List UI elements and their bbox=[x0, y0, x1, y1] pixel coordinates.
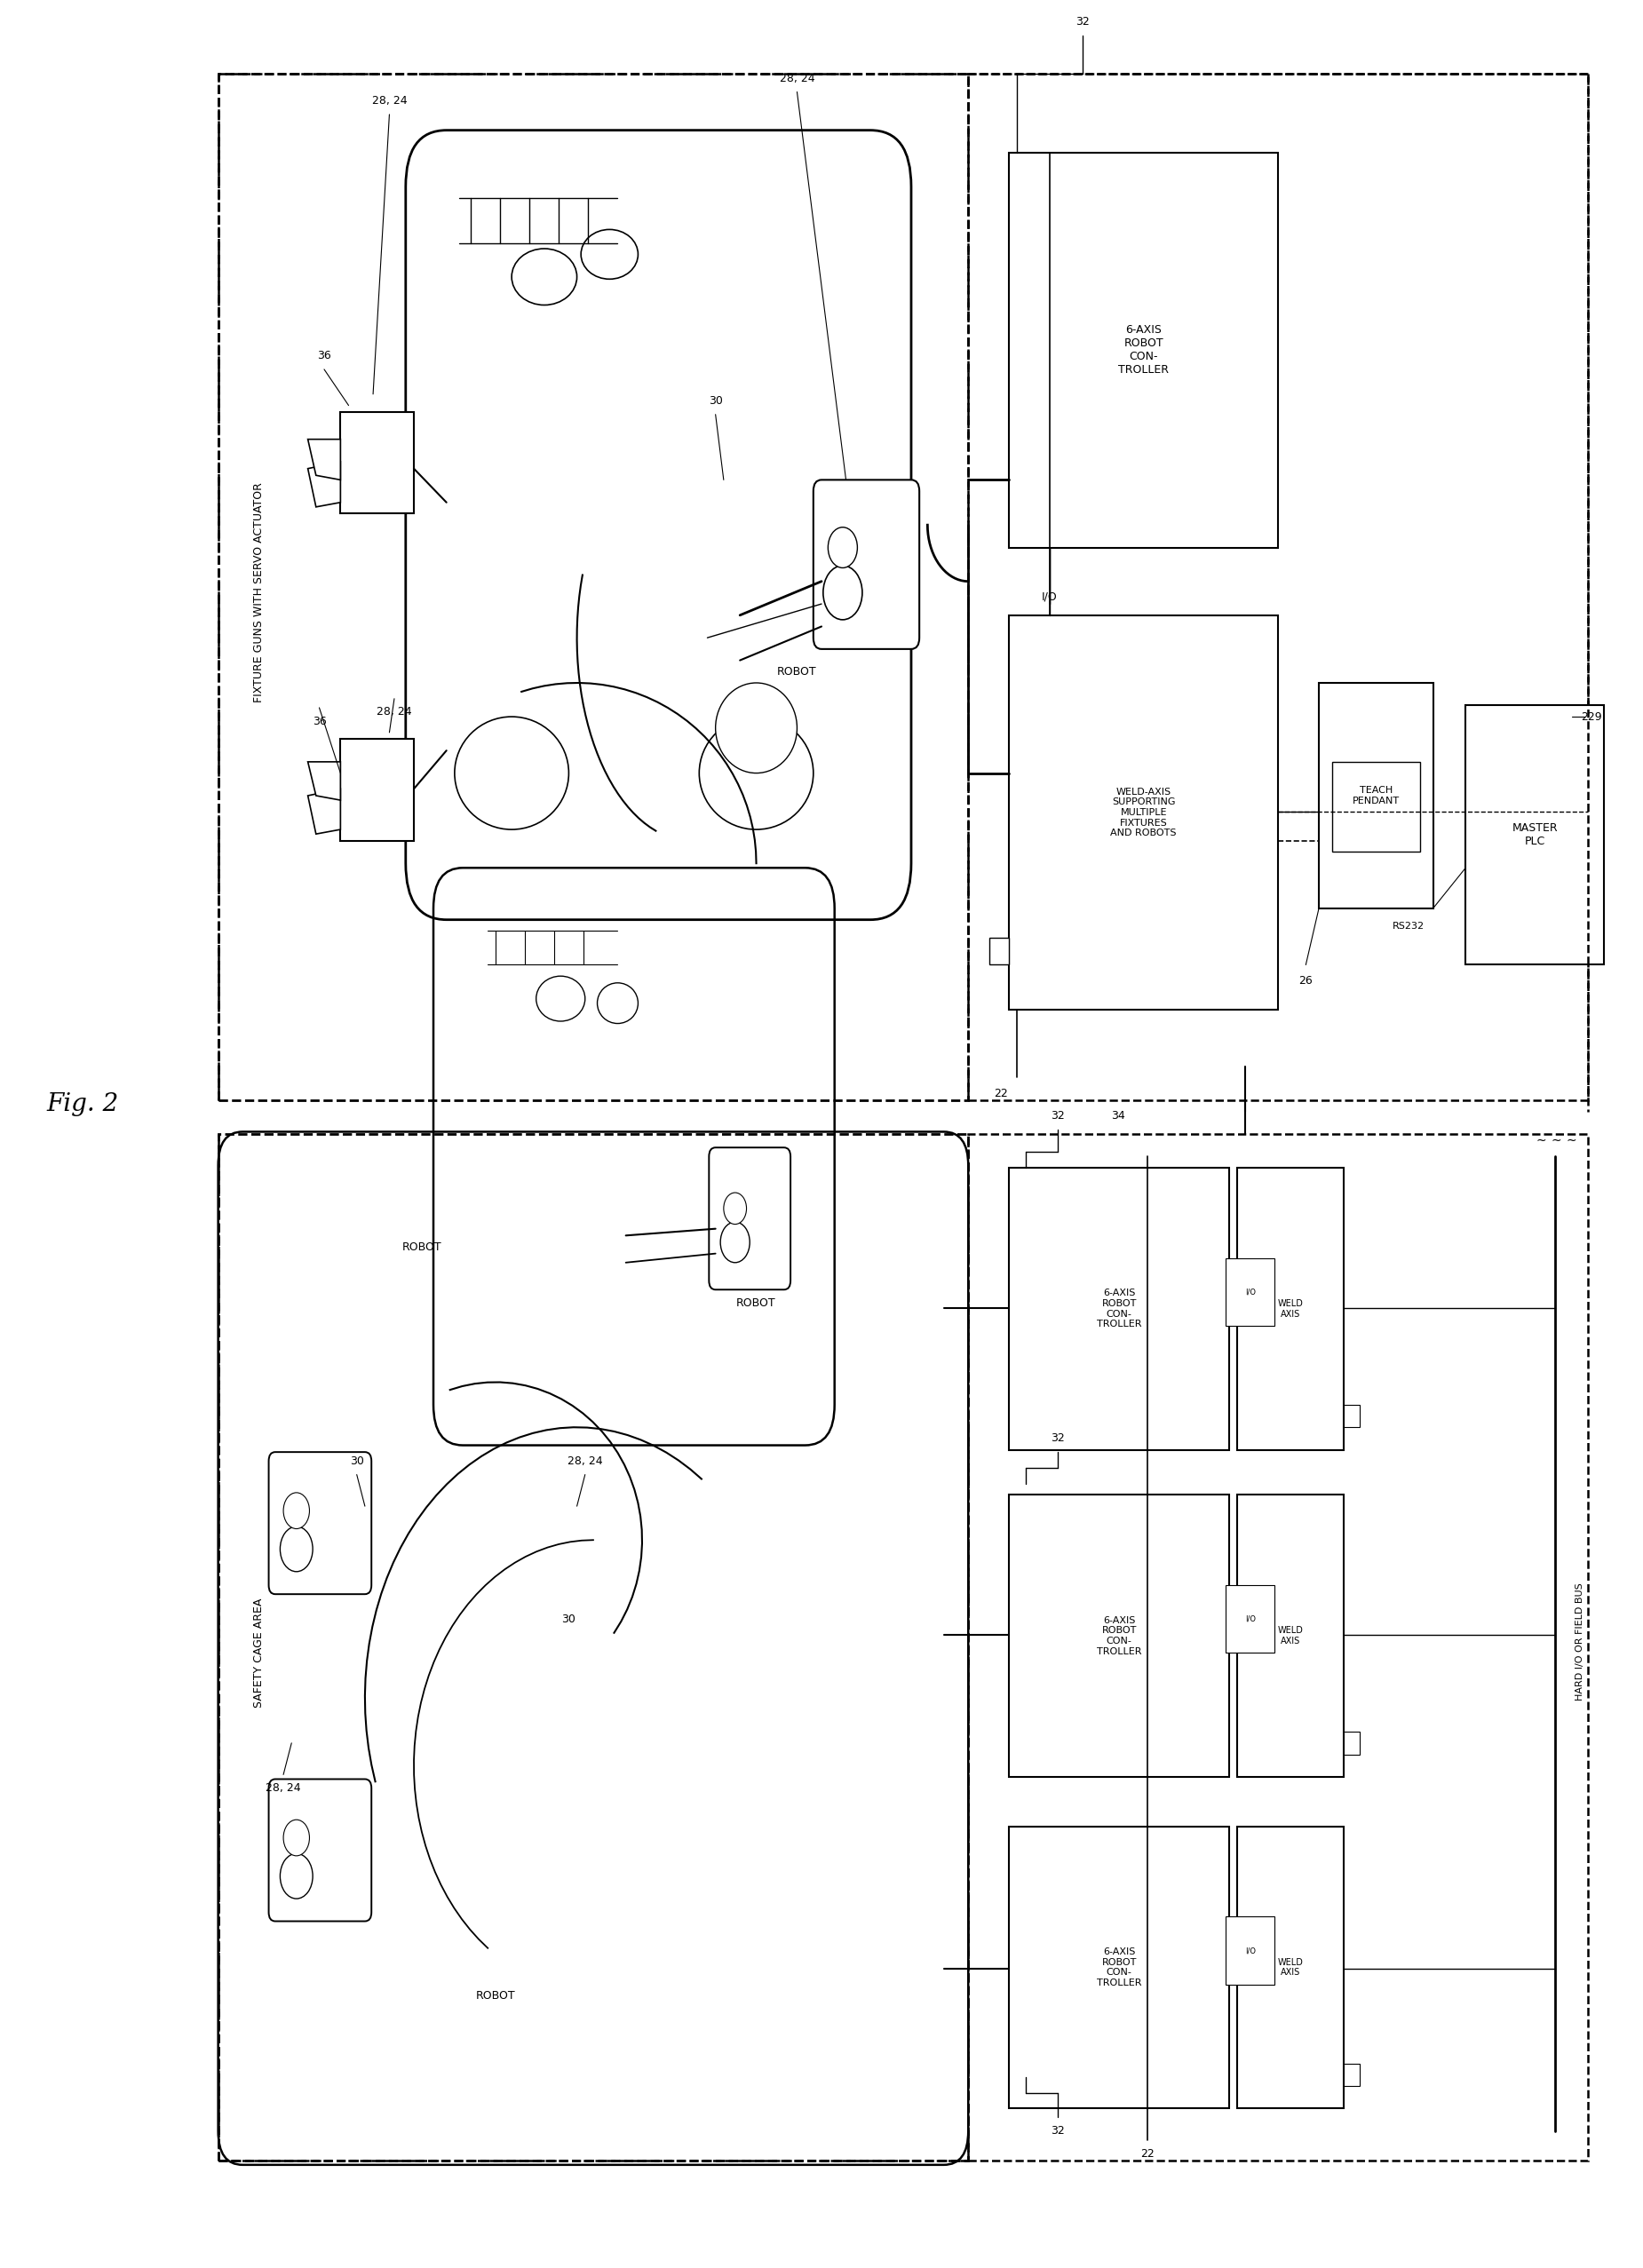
Polygon shape bbox=[307, 440, 340, 481]
FancyBboxPatch shape bbox=[406, 129, 912, 921]
Circle shape bbox=[283, 1492, 309, 1529]
Bar bbox=[1237, 1826, 1344, 2109]
FancyBboxPatch shape bbox=[269, 1452, 371, 1594]
Bar bbox=[1226, 1916, 1275, 1984]
Text: WELD
AXIS: WELD AXIS bbox=[1278, 1300, 1303, 1318]
Text: ROBOT: ROBOT bbox=[403, 1241, 442, 1252]
Bar bbox=[1009, 152, 1278, 547]
Text: WELD
AXIS: WELD AXIS bbox=[1278, 1957, 1303, 1978]
Circle shape bbox=[828, 526, 858, 567]
FancyBboxPatch shape bbox=[813, 481, 920, 649]
FancyBboxPatch shape bbox=[269, 1778, 371, 1921]
Text: MASTER
PLC: MASTER PLC bbox=[1512, 823, 1558, 848]
Text: 32: 32 bbox=[1052, 2125, 1065, 2136]
Bar bbox=[1009, 1168, 1229, 1449]
Text: 229: 229 bbox=[1581, 710, 1602, 723]
Text: 6-AXIS
ROBOT
CON-
TROLLER: 6-AXIS ROBOT CON- TROLLER bbox=[1096, 1948, 1142, 1987]
Text: ROBOT: ROBOT bbox=[736, 1297, 775, 1309]
Bar bbox=[340, 739, 414, 841]
Ellipse shape bbox=[536, 975, 585, 1021]
Bar bbox=[1226, 1259, 1275, 1327]
Text: $\sim\sim\sim$: $\sim\sim\sim$ bbox=[1533, 1132, 1577, 1145]
Bar bbox=[989, 937, 1009, 964]
Text: WELD-AXIS
SUPPORTING
MULTIPLE
FIXTURES
AND ROBOTS: WELD-AXIS SUPPORTING MULTIPLE FIXTURES A… bbox=[1111, 787, 1176, 837]
Ellipse shape bbox=[598, 982, 637, 1023]
Text: 22: 22 bbox=[994, 1089, 1007, 1100]
Text: 6-AXIS
ROBOT
CON-
TROLLER: 6-AXIS ROBOT CON- TROLLER bbox=[1096, 1288, 1142, 1329]
Ellipse shape bbox=[511, 249, 577, 304]
Text: 28, 24: 28, 24 bbox=[266, 1783, 301, 1794]
Text: I/O: I/O bbox=[1042, 592, 1058, 603]
Ellipse shape bbox=[582, 229, 637, 279]
Bar bbox=[1009, 615, 1278, 1009]
Circle shape bbox=[279, 1526, 312, 1572]
Bar bbox=[1344, 1733, 1360, 1755]
Bar bbox=[1009, 1826, 1229, 2109]
Polygon shape bbox=[307, 762, 340, 801]
Text: 6-AXIS
ROBOT
CON-
TROLLER: 6-AXIS ROBOT CON- TROLLER bbox=[1096, 1617, 1142, 1656]
Text: 28, 24: 28, 24 bbox=[376, 705, 412, 719]
Circle shape bbox=[720, 1222, 749, 1263]
Circle shape bbox=[823, 565, 863, 619]
Bar bbox=[1237, 1168, 1344, 1449]
Bar bbox=[1319, 683, 1433, 909]
Bar bbox=[1344, 1404, 1360, 1427]
Text: I/O: I/O bbox=[1245, 1615, 1255, 1624]
Bar bbox=[219, 75, 968, 1100]
Text: Fig. 2: Fig. 2 bbox=[48, 1093, 118, 1116]
Bar bbox=[219, 1134, 968, 2161]
Text: 22: 22 bbox=[1140, 2148, 1155, 2159]
Text: 30: 30 bbox=[350, 1456, 363, 1467]
Ellipse shape bbox=[715, 683, 797, 773]
Text: 28, 24: 28, 24 bbox=[567, 1456, 603, 1467]
Ellipse shape bbox=[455, 717, 568, 830]
Ellipse shape bbox=[700, 717, 813, 830]
Bar bbox=[1344, 2064, 1360, 2087]
Text: 28, 24: 28, 24 bbox=[779, 73, 815, 84]
Text: ROBOT: ROBOT bbox=[475, 1989, 516, 2000]
Bar bbox=[1009, 1495, 1229, 1776]
Text: 34: 34 bbox=[1111, 1109, 1125, 1123]
Text: TEACH
PENDANT: TEACH PENDANT bbox=[1352, 787, 1400, 805]
Circle shape bbox=[279, 1853, 312, 1898]
FancyBboxPatch shape bbox=[710, 1148, 790, 1290]
Polygon shape bbox=[307, 789, 340, 835]
Text: 32: 32 bbox=[1076, 16, 1089, 27]
Bar bbox=[1237, 1495, 1344, 1776]
Text: WELD
AXIS: WELD AXIS bbox=[1278, 1626, 1303, 1647]
Text: SAFETY CAGE AREA: SAFETY CAGE AREA bbox=[253, 1599, 265, 1708]
Bar bbox=[968, 1134, 1587, 2161]
Bar bbox=[968, 75, 1587, 1100]
Text: I/O: I/O bbox=[1245, 1288, 1255, 1295]
Text: 26: 26 bbox=[1300, 975, 1313, 987]
Polygon shape bbox=[307, 463, 340, 508]
Text: FIXTURE GUNS WITH SERVO ACTUATOR: FIXTURE GUNS WITH SERVO ACTUATOR bbox=[253, 483, 265, 703]
Text: ROBOT: ROBOT bbox=[777, 667, 817, 678]
Text: 28, 24: 28, 24 bbox=[371, 95, 407, 107]
Bar bbox=[340, 413, 414, 513]
Circle shape bbox=[283, 1819, 309, 1855]
Text: I/O: I/O bbox=[1245, 1946, 1255, 1955]
Text: 30: 30 bbox=[708, 395, 723, 406]
Text: 36: 36 bbox=[317, 349, 332, 361]
Bar bbox=[1226, 1585, 1275, 1653]
Text: 36: 36 bbox=[312, 714, 327, 728]
Text: 6-AXIS
ROBOT
CON-
TROLLER: 6-AXIS ROBOT CON- TROLLER bbox=[1119, 324, 1168, 376]
Text: RS232: RS232 bbox=[1393, 923, 1424, 930]
Text: 32: 32 bbox=[1052, 1109, 1065, 1123]
Text: 30: 30 bbox=[562, 1613, 575, 1624]
Text: 32: 32 bbox=[1052, 1433, 1065, 1445]
Text: HARD I/O OR FIELD BUS: HARD I/O OR FIELD BUS bbox=[1576, 1583, 1584, 1701]
Bar bbox=[1466, 705, 1604, 964]
Circle shape bbox=[723, 1193, 746, 1225]
Bar bbox=[1332, 762, 1420, 853]
